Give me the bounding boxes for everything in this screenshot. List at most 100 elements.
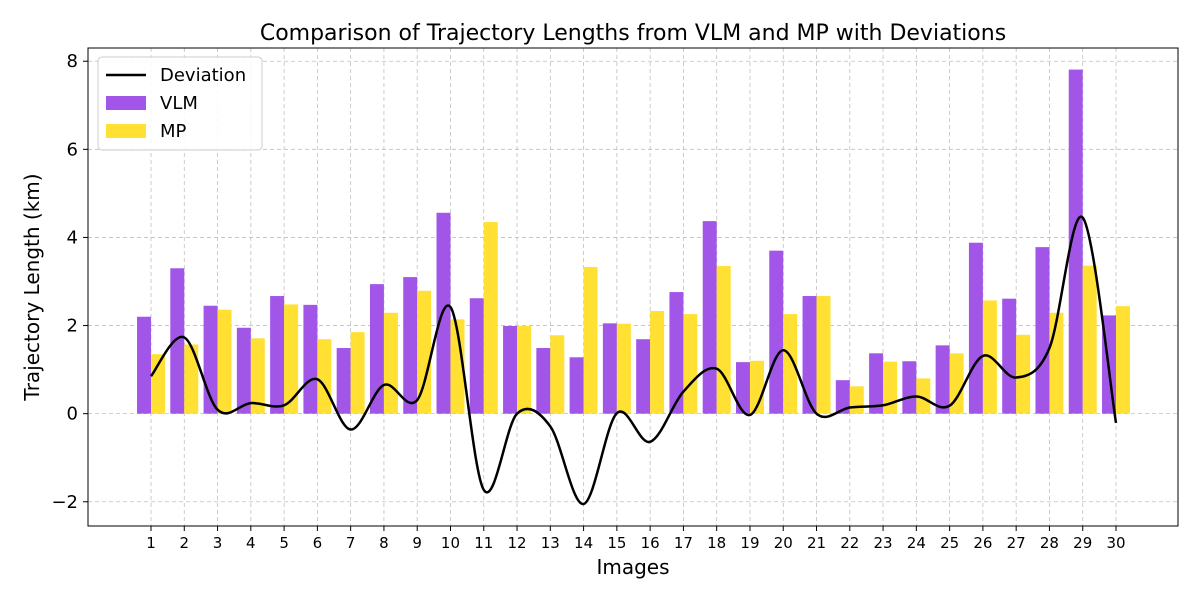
- x-tick-label-8: 8: [379, 534, 389, 552]
- bar-vlm-26: [968, 242, 983, 414]
- bar-mp-5: [284, 304, 299, 414]
- deviation-line-layer: [149, 215, 1118, 506]
- bar-vlm-27: [1002, 298, 1017, 414]
- bar-mp-3: [217, 309, 232, 414]
- x-tick-label-16: 16: [641, 534, 660, 552]
- y-tick-label-4: 6: [67, 139, 78, 160]
- x-tick-label-20: 20: [774, 534, 793, 552]
- bar-vlm-14: [569, 357, 584, 414]
- bar-mp-25: [949, 353, 964, 414]
- legend-swatch-vlm: [106, 96, 146, 110]
- x-tick-label-23: 23: [874, 534, 893, 552]
- bar-vlm-2: [170, 268, 185, 414]
- bar-mp-30: [1116, 306, 1130, 414]
- bar-vlm-7: [336, 348, 351, 414]
- bar-mp-14: [583, 266, 598, 414]
- x-tick-label-4: 4: [246, 534, 256, 552]
- x-tick-label-11: 11: [474, 534, 493, 552]
- bar-mp-13: [550, 335, 565, 414]
- bar-vlm-28: [1035, 247, 1050, 414]
- x-tick-label-27: 27: [1007, 534, 1026, 552]
- x-tick-label-5: 5: [279, 534, 289, 552]
- x-tick-label-30: 30: [1106, 534, 1125, 552]
- bar-mp-27: [1016, 334, 1031, 414]
- bar-vlm-24: [902, 361, 917, 414]
- bar-mp-20: [783, 314, 798, 414]
- legend-swatch-mp: [106, 124, 146, 138]
- x-tick-label-3: 3: [213, 534, 223, 552]
- bar-mp-7: [350, 332, 365, 414]
- bar-mp-24: [916, 378, 931, 414]
- x-tick-label-2: 2: [180, 534, 190, 552]
- bar-mp-9: [417, 290, 432, 414]
- bar-mp-23: [883, 361, 898, 414]
- bar-vlm-5: [270, 296, 285, 414]
- bar-mp-10: [450, 319, 465, 414]
- deviation-line: [149, 215, 1118, 506]
- x-tick-label-26: 26: [973, 534, 992, 552]
- bar-vlm-19: [735, 362, 750, 414]
- bar-mp-8: [383, 312, 398, 414]
- legend-label-mp: MP: [160, 121, 187, 142]
- y-tick-label-1: 0: [67, 404, 78, 425]
- bar-mp-11: [483, 222, 498, 414]
- bar-mp-17: [683, 314, 698, 414]
- y-axis-label: Trajectory Length (km): [20, 173, 44, 401]
- bar-mp-6: [317, 339, 332, 414]
- x-tick-label-29: 29: [1073, 534, 1092, 552]
- bar-vlm-11: [469, 298, 484, 414]
- plot-frame: [87, 47, 1179, 527]
- x-tick-label-13: 13: [541, 534, 560, 552]
- x-tick-label-10: 10: [441, 534, 460, 552]
- y-tick-label-2: 2: [67, 316, 78, 337]
- bars: [137, 69, 1130, 414]
- bar-mp-2: [184, 344, 199, 414]
- bar-mp-12: [517, 325, 532, 414]
- y-tick-label-5: 8: [67, 51, 78, 72]
- bar-vlm-20: [769, 250, 784, 414]
- x-tick-label-28: 28: [1040, 534, 1059, 552]
- x-axis-label: Images: [596, 555, 669, 579]
- bar-vlm-8: [369, 284, 384, 414]
- bar-vlm-25: [935, 345, 950, 414]
- bar-mp-15: [616, 323, 631, 414]
- y-axis: −2 0 2 4 6 8: [51, 51, 88, 513]
- x-tick-label-12: 12: [507, 534, 526, 552]
- bar-vlm-23: [869, 353, 884, 414]
- bar-mp-4: [250, 338, 265, 414]
- bar-vlm-29: [1068, 69, 1083, 414]
- bar-vlm-12: [503, 325, 518, 414]
- x-tick-label-21: 21: [807, 534, 826, 552]
- bar-vlm-13: [536, 348, 551, 414]
- x-tick-label-25: 25: [940, 534, 959, 552]
- x-tick-label-17: 17: [674, 534, 693, 552]
- x-axis: 1 2 3 4 5 6 7 8 9 10 11 12 13 14 15 16 17 18 19 20 21 22 23 24 2…: [146, 526, 1126, 552]
- bar-mp-21: [816, 296, 831, 414]
- bar-vlm-6: [303, 304, 318, 414]
- x-tick-label-22: 22: [840, 534, 859, 552]
- x-tick-label-7: 7: [346, 534, 356, 552]
- bar-vlm-4: [236, 327, 251, 414]
- x-tick-label-15: 15: [607, 534, 626, 552]
- bar-vlm-1: [137, 316, 151, 414]
- bar-vlm-18: [702, 221, 717, 414]
- y-tick-label-0: −2: [51, 492, 78, 513]
- bar-mp-16: [650, 311, 665, 414]
- bar-vlm-22: [835, 380, 850, 414]
- chart-title: Comparison of Trajectory Lengths from VL…: [260, 21, 1006, 46]
- bar-mp-18: [716, 266, 731, 414]
- x-tick-label-14: 14: [574, 534, 593, 552]
- legend: Deviation VLM MP: [97, 56, 263, 151]
- bar-mp-29: [1082, 265, 1097, 414]
- bar-mp-22: [849, 386, 864, 414]
- x-tick-label-19: 19: [740, 534, 759, 552]
- x-tick-label-1: 1: [146, 534, 156, 552]
- x-tick-label-9: 9: [412, 534, 422, 552]
- x-tick-label-24: 24: [907, 534, 926, 552]
- legend-label-vlm: VLM: [160, 93, 198, 114]
- legend-label-deviation: Deviation: [160, 65, 246, 86]
- bar-vlm-17: [669, 292, 684, 414]
- bar-vlm-15: [602, 323, 617, 414]
- bar-vlm-9: [403, 277, 418, 414]
